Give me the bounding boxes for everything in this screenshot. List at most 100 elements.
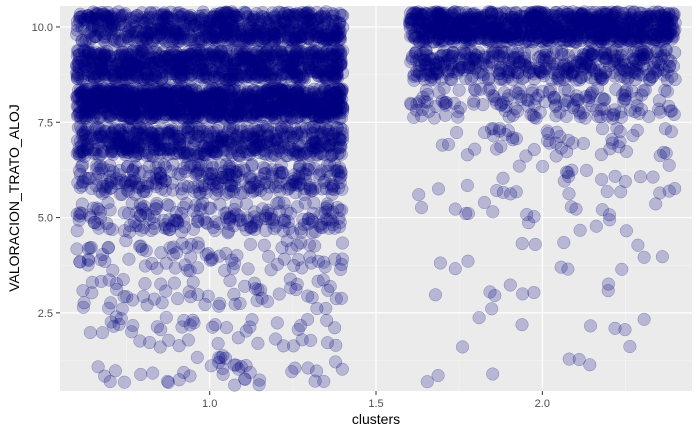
data-point xyxy=(515,318,529,332)
data-point xyxy=(330,106,344,120)
data-point xyxy=(334,169,348,183)
data-point xyxy=(132,219,146,233)
data-point xyxy=(284,206,298,220)
data-point xyxy=(269,219,283,233)
data-point xyxy=(308,374,322,388)
data-point xyxy=(190,167,204,181)
data-point xyxy=(174,182,189,196)
data-point xyxy=(106,263,120,277)
data-point xyxy=(603,142,617,156)
data-point xyxy=(158,174,173,188)
data-point xyxy=(149,167,163,181)
data-point xyxy=(154,171,168,185)
data-point xyxy=(310,20,324,34)
data-point xyxy=(468,142,482,156)
data-point xyxy=(286,339,301,353)
data-point xyxy=(296,212,310,226)
data-point xyxy=(119,175,133,189)
data-point xyxy=(583,358,597,372)
data-point xyxy=(447,96,461,110)
data-point xyxy=(149,177,163,191)
data-point xyxy=(527,285,541,300)
data-point xyxy=(118,176,132,190)
data-point xyxy=(171,292,185,306)
data-point xyxy=(257,238,271,252)
data-point xyxy=(221,217,235,231)
data-point xyxy=(192,34,206,48)
data-point xyxy=(70,242,84,256)
data-point xyxy=(122,185,136,199)
data-point xyxy=(245,313,259,327)
data-point xyxy=(261,203,275,217)
data-point xyxy=(229,358,243,372)
data-point xyxy=(284,242,298,256)
data-point xyxy=(81,252,95,266)
data-point xyxy=(156,18,170,32)
data-point xyxy=(618,323,632,337)
data-point xyxy=(311,274,325,288)
data-point xyxy=(237,137,252,151)
data-point xyxy=(86,201,100,215)
data-point xyxy=(239,197,253,211)
data-point xyxy=(642,68,656,82)
data-point xyxy=(158,174,172,188)
data-point xyxy=(212,249,226,263)
data-point xyxy=(231,362,246,376)
data-point xyxy=(272,287,286,301)
data-point xyxy=(223,274,237,288)
data-point xyxy=(154,171,168,185)
data-point xyxy=(93,184,107,198)
data-point xyxy=(137,199,151,214)
data-point xyxy=(290,277,304,291)
data-point xyxy=(103,374,117,389)
data-point xyxy=(228,180,242,194)
data-point xyxy=(76,158,90,172)
data-point xyxy=(189,92,203,106)
data-point xyxy=(496,171,510,185)
data-point xyxy=(547,92,562,106)
data-point xyxy=(292,179,306,193)
data-point xyxy=(225,253,239,267)
data-point xyxy=(191,164,205,178)
data-point xyxy=(233,296,247,311)
data-point xyxy=(321,47,336,62)
data-point xyxy=(184,237,198,251)
data-point xyxy=(158,221,172,235)
data-point xyxy=(303,250,317,264)
data-point xyxy=(94,253,108,267)
data-point xyxy=(149,202,163,216)
data-point xyxy=(283,272,297,286)
data-point xyxy=(117,290,131,304)
data-point xyxy=(301,361,315,375)
data-point xyxy=(204,201,218,215)
data-point xyxy=(520,93,534,107)
data-point xyxy=(254,183,268,197)
data-point xyxy=(177,200,191,214)
data-point xyxy=(141,208,155,222)
data-point xyxy=(205,253,219,267)
data-point xyxy=(303,238,317,252)
data-point xyxy=(110,35,124,49)
data-point xyxy=(108,364,122,378)
data-point xyxy=(183,369,197,383)
data-point xyxy=(438,108,452,122)
data-point xyxy=(158,33,172,47)
data-point xyxy=(243,365,257,379)
data-point xyxy=(101,240,116,254)
data-point xyxy=(155,296,169,310)
data-point xyxy=(160,221,174,235)
data-point xyxy=(175,236,189,250)
data-point xyxy=(273,166,287,180)
data-point xyxy=(290,46,304,60)
data-point xyxy=(206,320,220,334)
data-point xyxy=(171,130,185,144)
data-point xyxy=(80,138,94,152)
data-point xyxy=(191,166,205,180)
data-point xyxy=(248,282,263,296)
data-point xyxy=(292,90,306,104)
data-point xyxy=(196,196,210,210)
data-point xyxy=(178,220,192,234)
data-point xyxy=(665,104,679,118)
data-point xyxy=(637,312,651,326)
data-point xyxy=(272,204,287,219)
